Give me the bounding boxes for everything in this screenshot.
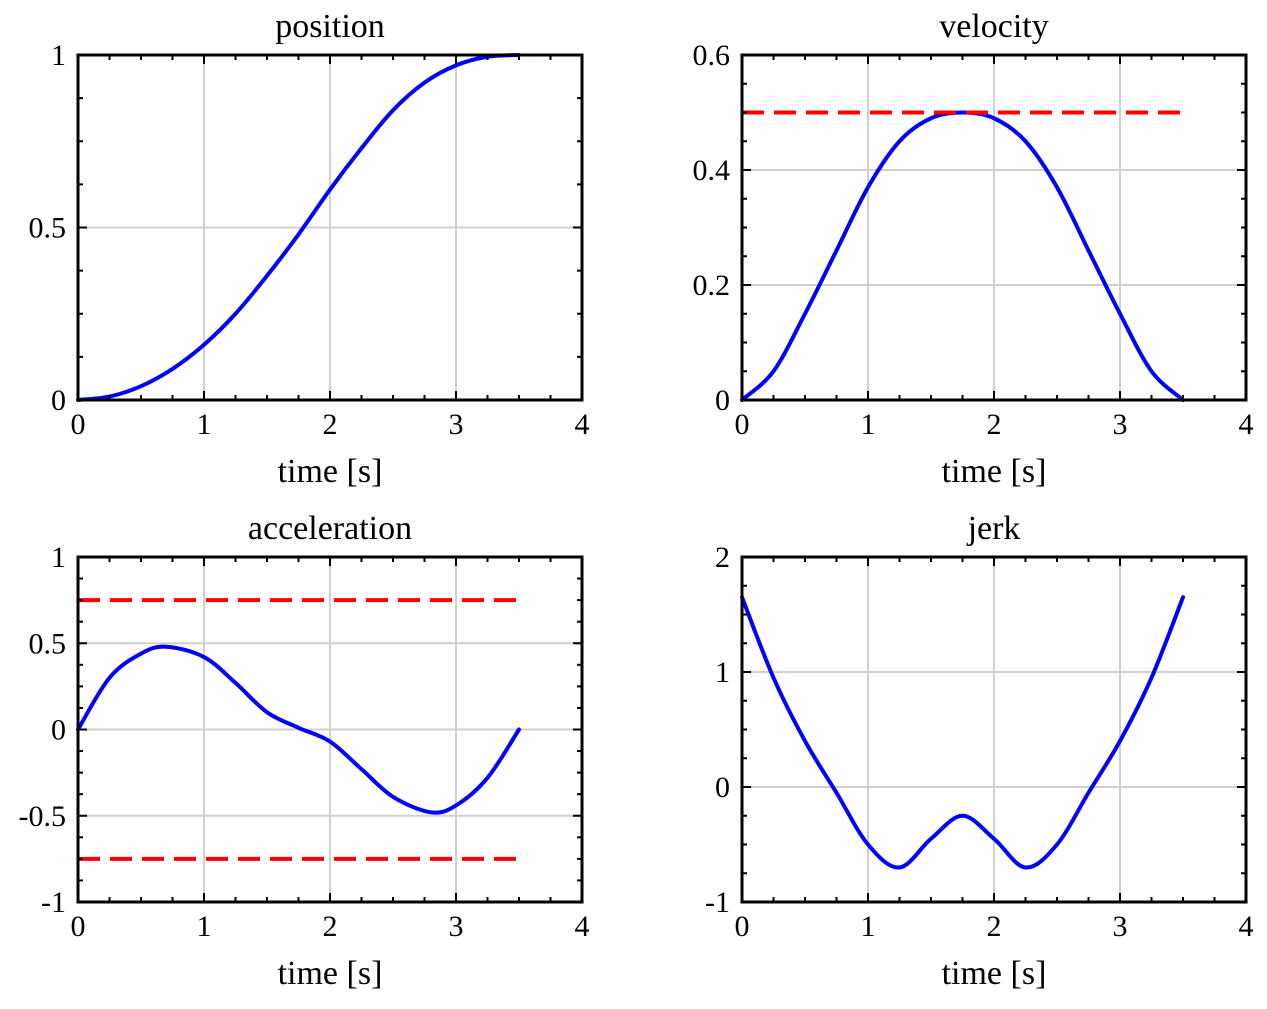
subplot-title-jerk: jerk <box>967 510 1021 547</box>
x-tick-label: 1 <box>197 910 212 943</box>
y-tick-label: 0.5 <box>29 627 67 660</box>
subplot-position: 0 1 2 3 4 0 0.5 1 position time [s] <box>29 8 590 490</box>
y-tick-label: -1 <box>41 886 66 919</box>
series-line-velocity <box>740 110 1185 402</box>
y-tick-label: 0.4 <box>693 154 731 187</box>
y-tick-label: 0 <box>51 714 66 747</box>
x-tick-label: 4 <box>575 408 590 441</box>
y-tick-label: 0 <box>51 384 66 417</box>
x-tick-label: 3 <box>1113 910 1128 943</box>
y-tick-label: 0 <box>715 384 730 417</box>
y-tick-label: 0.2 <box>693 269 731 302</box>
x-tick-label: 0 <box>71 408 86 441</box>
x-tick-label: 1 <box>197 408 212 441</box>
y-tick-label: 1 <box>51 39 66 72</box>
y-tick-label: -0.5 <box>19 800 67 833</box>
x-tick-label: 4 <box>575 910 590 943</box>
x-tick-label: 4 <box>1239 910 1254 943</box>
series-line-acceleration <box>76 644 521 815</box>
x-tick-label: 2 <box>987 910 1002 943</box>
y-tick-label: 0.6 <box>693 39 731 72</box>
x-tick-label: 0 <box>71 910 86 943</box>
y-tick-label: 0 <box>715 771 730 804</box>
subplot-acceleration: 0 1 2 3 4 -1 -0.5 0 0.5 1 acceleration time [s] <box>19 510 590 992</box>
x-tick-label: 1 <box>861 910 876 943</box>
series-line-position <box>76 53 521 402</box>
x-axis-label: time [s] <box>278 453 383 490</box>
x-tick-label: 3 <box>449 408 464 441</box>
x-tick-label: 4 <box>1239 408 1254 441</box>
x-tick-label: 2 <box>323 408 338 441</box>
subplot-title-velocity: velocity <box>939 8 1049 45</box>
x-tick-label: 3 <box>449 910 464 943</box>
x-axis-label: time [s] <box>942 955 1047 992</box>
x-tick-label: 0 <box>735 408 750 441</box>
x-tick-label: 1 <box>861 408 876 441</box>
x-tick-label: 3 <box>1113 408 1128 441</box>
x-axis-label: time [s] <box>278 955 383 992</box>
x-axis-label: time [s] <box>942 453 1047 490</box>
x-tick-label: 0 <box>735 910 750 943</box>
series-line-jerk <box>740 595 1185 870</box>
x-tick-label: 2 <box>987 408 1002 441</box>
y-tick-label: 1 <box>51 541 66 574</box>
subplot-title-acceleration: acceleration <box>248 510 412 547</box>
y-tick-label: 1 <box>715 656 730 689</box>
x-tick-label: 2 <box>323 910 338 943</box>
y-tick-label: 0.5 <box>29 212 67 245</box>
subplot-velocity: 0 1 2 3 4 0 0.2 0.4 0.6 velocity time [s] <box>693 8 1254 490</box>
y-tick-label: 2 <box>715 541 730 574</box>
subplot-title-position: position <box>275 8 385 45</box>
y-tick-label: -1 <box>705 886 730 919</box>
